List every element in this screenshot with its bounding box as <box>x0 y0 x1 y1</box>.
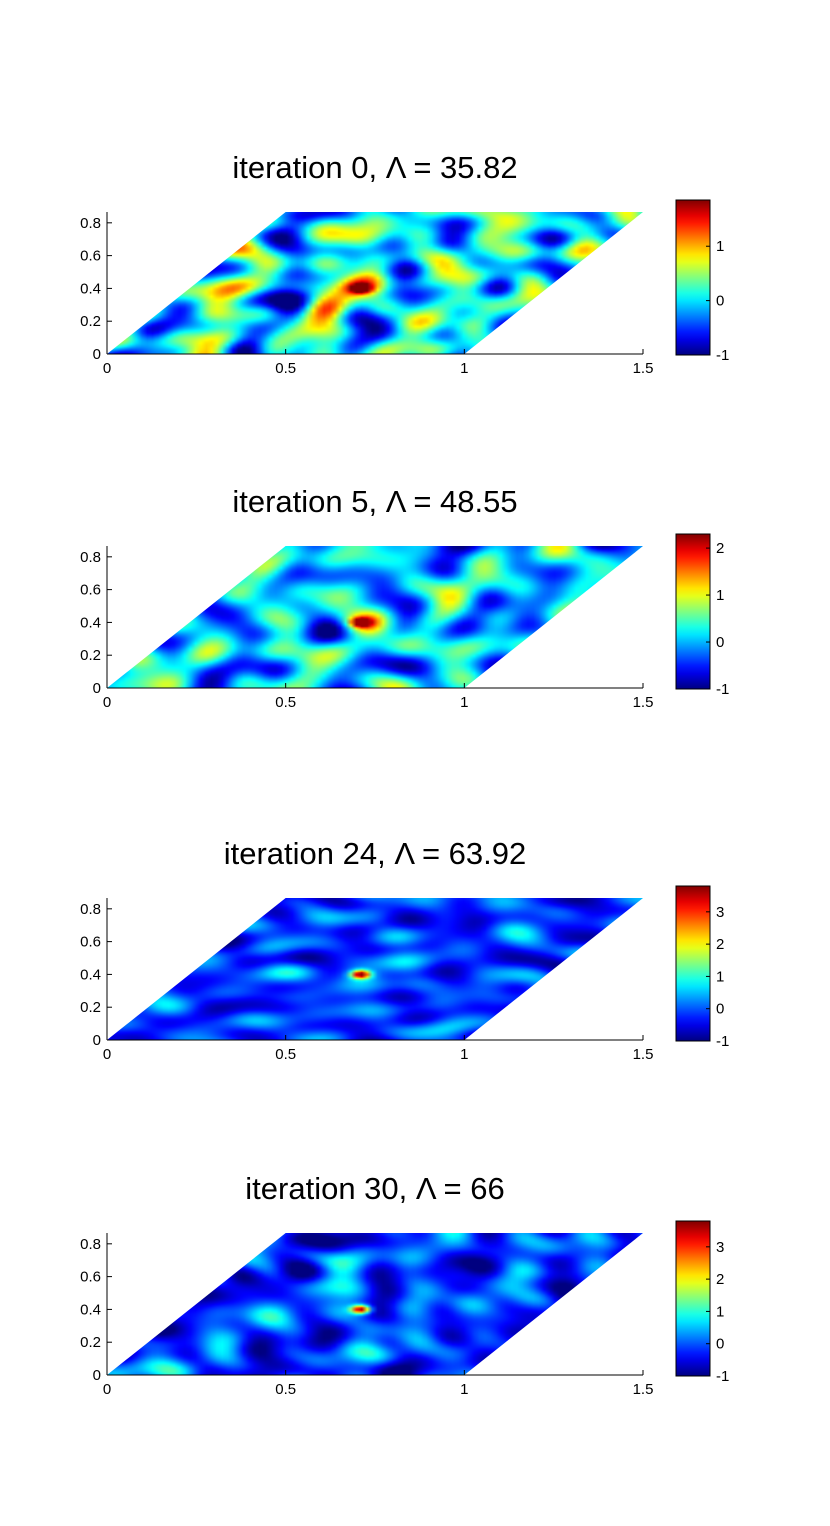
colorbar-tick-label: -1 <box>716 681 729 698</box>
colorbar-tick-label: 0 <box>716 1001 724 1018</box>
colorbar-tick-label: 2 <box>716 936 724 953</box>
x-tick-label: 0.5 <box>275 1381 296 1398</box>
colorbar <box>675 885 711 1042</box>
y-tick-label: 0.4 <box>80 614 101 631</box>
colorbar-tick-label: -1 <box>716 1033 729 1050</box>
x-tick-label: 0 <box>103 360 111 377</box>
y-tick-label: 0.8 <box>80 549 101 566</box>
y-tick-label: 0.4 <box>80 280 101 297</box>
y-tick-label: 0 <box>93 346 101 363</box>
x-tick-label: 1 <box>460 694 468 711</box>
colorbar-tick-label: -1 <box>716 1368 729 1385</box>
y-tick-label: 0.4 <box>80 966 101 983</box>
y-tick-label: 0.8 <box>80 215 101 232</box>
y-tick-label: 0.8 <box>80 1236 101 1253</box>
y-tick-label: 0.8 <box>80 901 101 918</box>
y-tick-label: 0.6 <box>80 582 101 599</box>
x-tick-label: 0.5 <box>275 694 296 711</box>
heatmap-field <box>107 1233 643 1375</box>
colorbar-tick-label: 3 <box>716 1239 724 1256</box>
x-tick-label: 0.5 <box>275 1046 296 1063</box>
colorbar-tick-label: 1 <box>716 1303 724 1320</box>
subplot-title: iteration 0, Λ = 35.82 <box>232 150 517 185</box>
colorbar-tick-label: 2 <box>716 1271 724 1288</box>
x-tick-label: 0 <box>103 1381 111 1398</box>
y-tick-label: 0.6 <box>80 934 101 951</box>
x-tick-label: 1 <box>460 1381 468 1398</box>
subplot-3: iteration 30, Λ = 66 0 0.2 0.4 0.6 0.8 0 0.5 1 1.… <box>80 1171 729 1398</box>
colorbar <box>675 1220 711 1377</box>
y-tick-label: 0 <box>93 1032 101 1049</box>
heatmap-field <box>107 546 643 688</box>
subplot-title: iteration 24, Λ = 63.92 <box>224 836 527 871</box>
x-tick-label: 1.5 <box>633 1046 654 1063</box>
y-tick-label: 0.2 <box>80 1334 101 1351</box>
colorbar <box>675 533 711 690</box>
subplot-0: iteration 0, Λ = 35.82 0 0.2 0.4 0.6 0.8 0 0.5 1… <box>80 150 729 377</box>
y-tick-label: 0.6 <box>80 248 101 265</box>
x-tick-label: 0.5 <box>275 360 296 377</box>
colorbar <box>675 199 711 356</box>
colorbar-tick-label: -1 <box>716 347 729 364</box>
y-tick-label: 0 <box>93 680 101 697</box>
subplot-2: iteration 24, Λ = 63.92 0 0.2 0.4 0.6 0.8 0 0.5… <box>80 836 729 1063</box>
x-tick-label: 0 <box>103 694 111 711</box>
y-tick-label: 0.2 <box>80 647 101 664</box>
colorbar-tick-label: 3 <box>716 904 724 921</box>
x-tick-label: 1.5 <box>633 360 654 377</box>
subplot-title: iteration 5, Λ = 48.55 <box>232 484 517 519</box>
colorbar-tick-label: 1 <box>716 968 724 985</box>
colorbar-tick-label: 1 <box>716 238 724 255</box>
y-tick-label: 0.4 <box>80 1301 101 1318</box>
x-tick-label: 1.5 <box>633 1381 654 1398</box>
y-tick-label: 0 <box>93 1367 101 1384</box>
subplot-title: iteration 30, Λ = 66 <box>245 1171 504 1206</box>
x-tick-label: 1 <box>460 1046 468 1063</box>
colorbar-tick-label: 0 <box>716 634 724 651</box>
heatmap-field <box>107 898 643 1040</box>
x-tick-label: 0 <box>103 1046 111 1063</box>
x-tick-label: 1.5 <box>633 694 654 711</box>
subplot-1: iteration 5, Λ = 48.55 0 0.2 0.4 0.6 0.8 0 0.5 1… <box>80 484 729 711</box>
y-tick-label: 0.2 <box>80 999 101 1016</box>
y-tick-label: 0.2 <box>80 313 101 330</box>
colorbar-tick-label: 0 <box>716 293 724 310</box>
y-tick-label: 0.6 <box>80 1269 101 1286</box>
colorbar-tick-label: 2 <box>716 540 724 557</box>
heatmap-field <box>107 212 643 354</box>
colorbar-tick-label: 0 <box>716 1336 724 1353</box>
colorbar-tick-label: 1 <box>716 587 724 604</box>
x-tick-label: 1 <box>460 360 468 377</box>
